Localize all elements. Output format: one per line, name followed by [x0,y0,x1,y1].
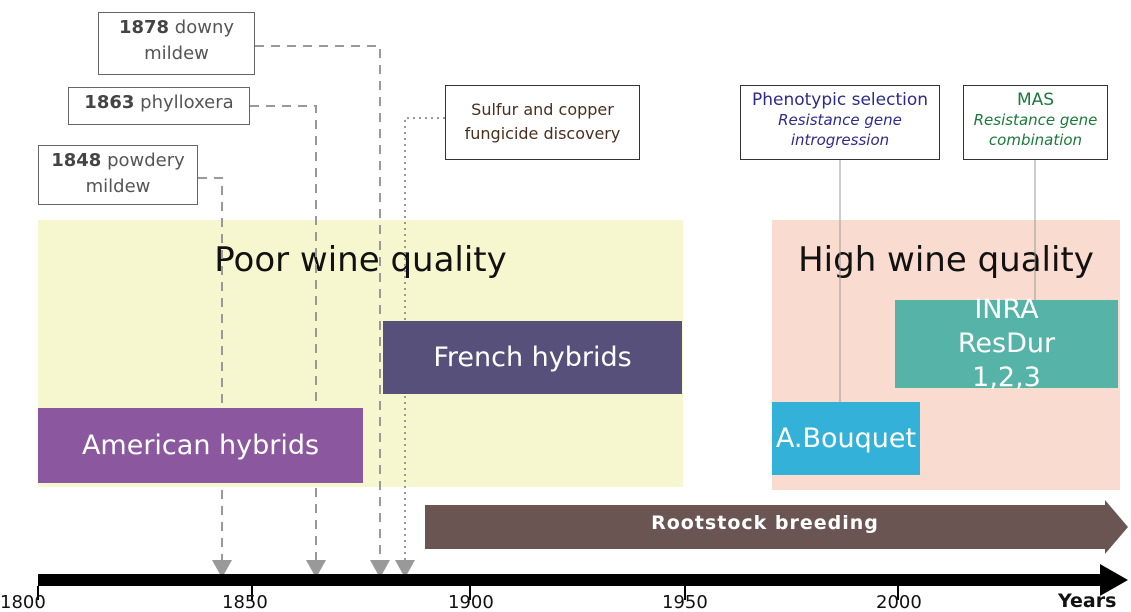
axis-tick-label: 1800 [0,592,46,612]
axis-unit: Years [1058,590,1117,612]
event-box: 1878 downy mildew [98,12,255,75]
rootstock-arrow [425,500,1128,554]
rootstock-label: Rootstock breeding [425,512,1105,534]
event-year: 1863 [84,92,135,113]
event-box: 1848 powdery mildew [38,145,198,205]
connector [404,117,445,565]
milestone-label: Sulfur and copper fungicide discovery [464,100,621,143]
arrowhead [395,560,415,578]
axis-tick-label: 1900 [448,592,494,612]
axis-arrow [1100,564,1128,596]
event-box: 1863 phylloxera [68,87,250,125]
connector [255,45,381,565]
arrowhead [370,560,390,578]
variety-block: A.Bouquet [772,402,920,475]
method-subtitle: Resistance gene introgression [778,111,902,149]
variety-label: French hybrids [433,342,632,373]
variety-block: INRA ResDur 1,2,3 [895,294,1118,393]
variety-block: French hybrids [383,321,682,394]
method-title: MAS [1016,90,1055,110]
milestone-box: Sulfur and copper fungicide discovery [445,85,640,160]
connector [198,177,223,565]
connector [250,105,317,565]
event-label: powdery mildew [85,150,185,197]
variety-label: A.Bouquet [775,423,917,454]
method-box: Phenotypic selection Resistance gene intr… [740,85,940,160]
method-subtitle: Resistance gene combination [973,111,1098,149]
rootstock-text: Rootstock breeding [651,512,879,534]
region-label: Poor wine quality [214,240,507,280]
event-label: phylloxera [140,92,234,113]
arrowhead [306,560,326,578]
region-label: High wine quality [798,240,1094,280]
axis-tick-label: 1950 [662,592,708,612]
method-title: Phenotypic selection [751,90,929,110]
variety-label: American hybrids [81,430,320,461]
event-year: 1878 [118,17,170,38]
axis-tick-label: 1850 [222,592,268,612]
event-label: downy mildew [144,17,235,64]
variety-block: American hybrids [38,408,363,483]
event-year: 1848 [51,150,102,171]
axis-tick-label: 2000 [876,592,922,612]
method-box: MAS Resistance gene combination [963,85,1108,160]
variety-label: INRA ResDur 1,2,3 [957,294,1056,393]
time-axis [38,574,1108,586]
arrowhead [212,560,232,578]
